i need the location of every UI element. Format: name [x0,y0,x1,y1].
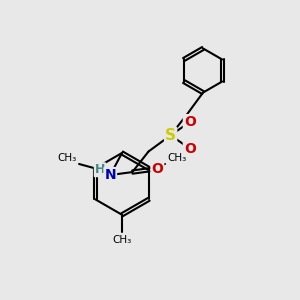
Text: CH₃: CH₃ [58,152,77,163]
Text: O: O [184,115,196,129]
Text: CH₃: CH₃ [167,152,187,163]
Text: S: S [165,128,176,143]
Text: O: O [152,162,163,176]
Text: N: N [104,168,116,182]
Text: H: H [95,163,105,176]
Text: CH₃: CH₃ [112,236,132,245]
Text: O: O [184,142,196,155]
